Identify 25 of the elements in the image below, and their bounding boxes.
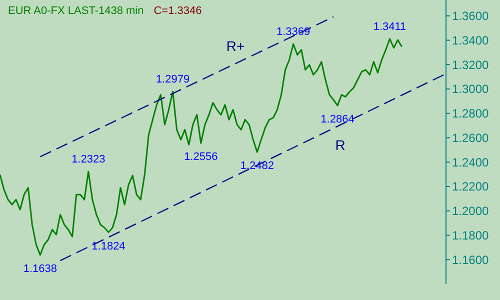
y-tick-label: 1.1600 — [452, 252, 490, 267]
y-tick-label: 1.3200 — [452, 58, 490, 72]
chart-title: EUR A0-FX LAST-1438 min — [8, 5, 144, 17]
annotation: 1.1824 — [92, 240, 126, 252]
series-label: R+ — [226, 38, 245, 54]
y-tick-label: 1.2200 — [452, 180, 490, 194]
y-tick-label: 1.1800 — [452, 228, 490, 243]
annotation: 1.3369 — [276, 26, 310, 38]
annotation: 1.1638 — [23, 262, 58, 275]
y-tick-label: 1.2800 — [452, 106, 490, 121]
annotation: 1.2556 — [184, 151, 218, 164]
chart-subtitle: C=1.3346 — [154, 5, 202, 17]
annotation: 1.2482 — [240, 160, 274, 172]
y-tick-label: 1.2600 — [452, 130, 490, 145]
annotation: 1.3411 — [373, 20, 406, 33]
annotation: 1.2864 — [320, 114, 354, 126]
annotation: 1.2979 — [156, 74, 190, 86]
y-tick-label: 1.3600 — [452, 9, 490, 24]
y-tick-label: 1.2000 — [452, 204, 490, 218]
y-tick-label: 1.3400 — [452, 33, 490, 48]
series-label: R — [335, 136, 346, 153]
y-tick-label: 1.2400 — [452, 155, 490, 170]
annotation: 1.2323 — [72, 153, 106, 166]
line-series — [0, 38, 403, 256]
y-tick-label: 1.3000 — [452, 82, 490, 96]
